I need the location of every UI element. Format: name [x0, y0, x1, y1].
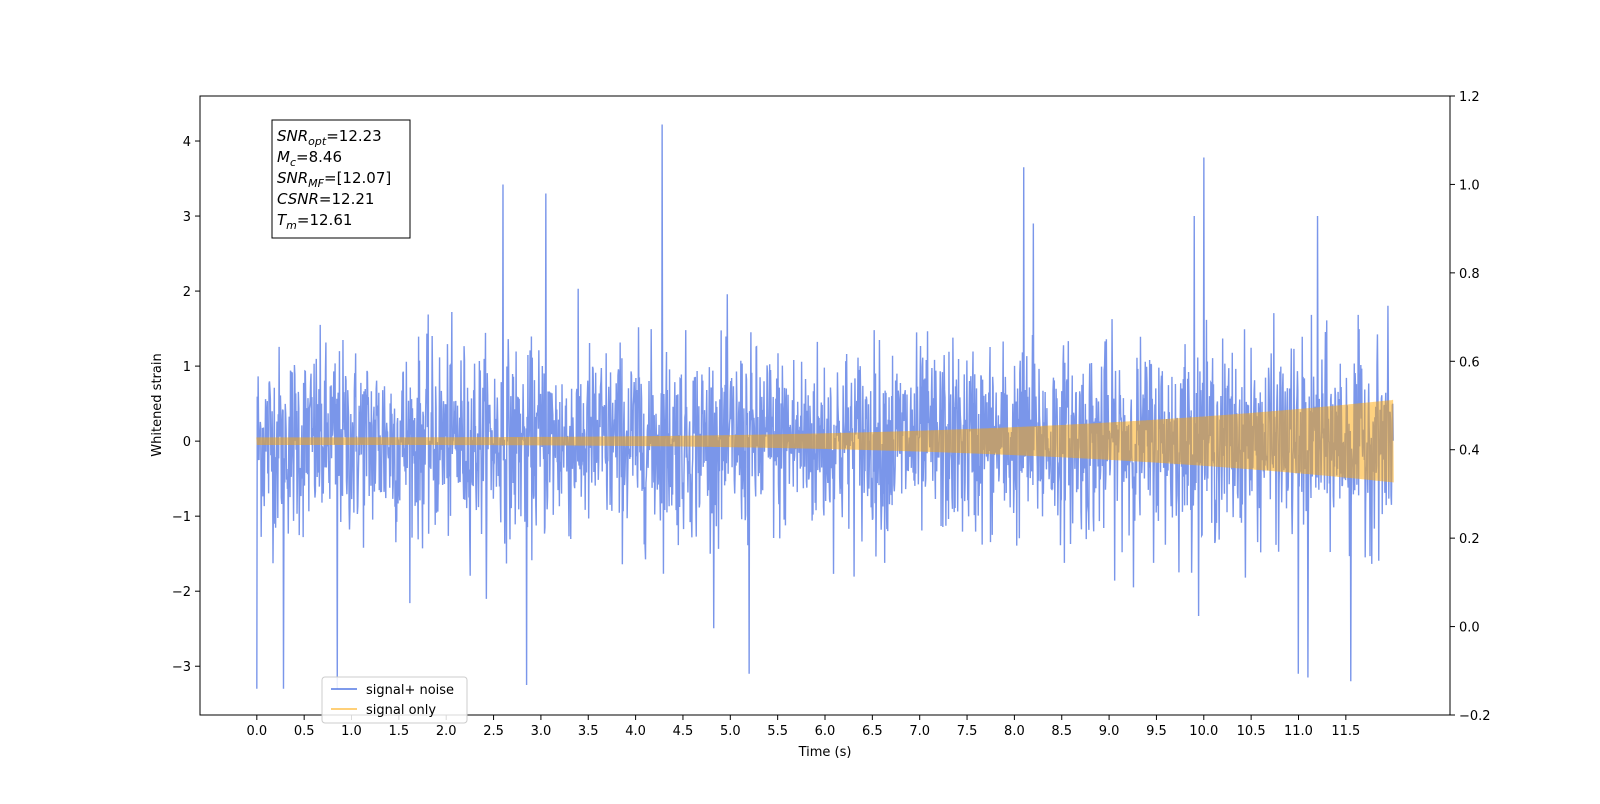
y-tick-label: −2	[172, 585, 191, 600]
stats-annotation-box: SNRopt=12.23Mc=8.46SNRMF=[12.07]CSNR=12.…	[271, 119, 411, 239]
plot-area	[256, 124, 1394, 689]
x-tick-label: 5.5	[767, 724, 788, 739]
y2-tick-label: −0.2	[1459, 709, 1491, 724]
x-tick-label: 2.5	[483, 724, 504, 739]
y-tick-label: 1	[183, 360, 191, 375]
x-tick-label: 9.0	[1099, 724, 1120, 739]
x-tick-label: 2.0	[436, 724, 457, 739]
annotation-line: SNRopt=12.23	[277, 127, 382, 148]
x-tick-label: 8.0	[1004, 724, 1025, 739]
x-tick-label: 0.5	[294, 724, 315, 739]
x-tick-label: 10.0	[1189, 724, 1218, 739]
y2-tick-label: 0.0	[1459, 621, 1480, 636]
x-tick-label: 11.5	[1331, 724, 1360, 739]
y2-tick-label: 0.2	[1459, 532, 1480, 547]
y-axis-left: −3 −2 −1 0 1 2 3 4	[172, 135, 200, 675]
y-tick-label: −3	[172, 660, 191, 675]
x-tick-label: 7.0	[909, 724, 930, 739]
x-tick-label: 3.0	[531, 724, 552, 739]
y-tick-label: −1	[172, 510, 191, 525]
x-tick-label: 3.5	[578, 724, 599, 739]
y-tick-label: 0	[183, 435, 191, 450]
x-tick-label: 10.5	[1237, 724, 1266, 739]
x-axis-label: Time (s)	[798, 745, 852, 760]
y-tick-label: 3	[183, 210, 191, 225]
series-signal-only-line	[256, 399, 1394, 483]
y-axis-right: −0.2 0.0 0.2 0.4 0.6 0.8 1.0 1.2	[1450, 90, 1491, 724]
y-tick-label: 4	[183, 135, 191, 150]
x-tick-label: 4.5	[673, 724, 694, 739]
legend: signal+ noise signal only	[321, 676, 468, 724]
annotation-line: SNRMF=[12.07]	[277, 169, 391, 190]
annotation-line: Mc=8.46	[277, 148, 342, 169]
legend-label: signal only	[366, 703, 436, 718]
x-tick-label: 1.0	[341, 724, 362, 739]
annotation-frame	[271, 119, 411, 239]
legend-label: signal+ noise	[366, 683, 454, 698]
x-axis: 0.0 0.5 1.0 1.5 2.0 2.5 3.0 3.5 4.0 4.5 5.0 5.5 6.0 6…	[246, 715, 1360, 739]
annotation-line: CSNR=12.21	[277, 190, 374, 208]
x-tick-label: 9.5	[1146, 724, 1167, 739]
x-tick-label: 1.5	[389, 724, 410, 739]
x-tick-label: 0.0	[246, 724, 267, 739]
x-tick-label: 8.5	[1051, 724, 1072, 739]
y2-tick-label: 0.8	[1459, 267, 1480, 282]
series-signal-plus-noise-line	[256, 124, 1394, 689]
x-tick-label: 7.5	[957, 724, 978, 739]
y2-tick-label: 0.4	[1459, 444, 1480, 459]
annotation-line: Tm=12.61	[277, 211, 352, 232]
y-tick-label: 2	[183, 285, 191, 300]
y-axis-label: Whitened strain	[150, 353, 165, 456]
y2-tick-label: 0.6	[1459, 355, 1480, 370]
y2-tick-label: 1.2	[1459, 90, 1480, 105]
x-tick-label: 6.5	[862, 724, 883, 739]
x-tick-label: 4.0	[625, 724, 646, 739]
x-tick-label: 6.0	[815, 724, 836, 739]
legend-frame	[321, 676, 468, 724]
y2-tick-label: 1.0	[1459, 178, 1480, 193]
x-tick-label: 5.0	[720, 724, 741, 739]
x-tick-label: 11.0	[1284, 724, 1313, 739]
